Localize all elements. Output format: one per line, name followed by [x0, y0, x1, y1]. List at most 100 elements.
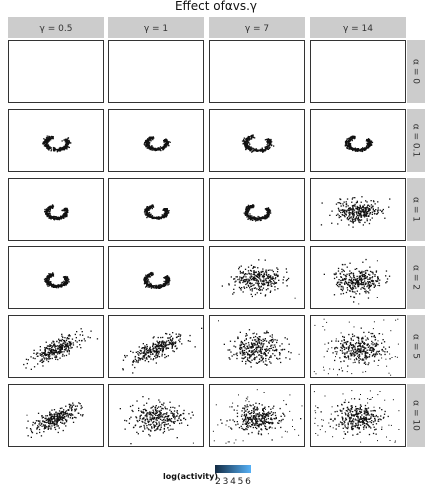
data-point — [255, 277, 257, 280]
data-point — [252, 204, 254, 206]
data-point — [160, 284, 162, 286]
data-point — [349, 143, 351, 145]
outlier-point — [366, 344, 368, 346]
data-point — [138, 352, 141, 354]
data-point — [340, 276, 342, 278]
data-point — [385, 270, 388, 272]
data-point — [150, 140, 152, 142]
data-point — [67, 211, 69, 213]
data-point — [70, 142, 72, 144]
data-point — [245, 348, 247, 350]
data-point — [368, 356, 370, 358]
data-point — [72, 344, 75, 346]
data-point — [351, 290, 354, 293]
data-point — [265, 147, 267, 149]
data-point — [163, 140, 165, 142]
data-point — [364, 290, 366, 293]
data-point — [46, 278, 48, 280]
data-point — [350, 287, 352, 290]
data-point — [348, 147, 351, 149]
data-point — [247, 284, 249, 286]
data-point — [352, 221, 354, 223]
data-point — [364, 280, 366, 282]
data-point — [244, 347, 246, 349]
data-point — [151, 149, 153, 151]
data-point — [340, 293, 342, 295]
data-point — [149, 146, 152, 148]
data-point — [254, 351, 256, 353]
data-point — [43, 278, 46, 280]
data-point — [149, 347, 151, 349]
data-point — [145, 146, 147, 148]
data-point — [241, 350, 243, 352]
data-point — [265, 216, 268, 218]
data-point — [53, 215, 55, 218]
data-point — [244, 143, 246, 145]
data-point — [270, 362, 272, 364]
data-point — [54, 356, 56, 358]
data-point — [268, 216, 270, 218]
data-point — [262, 358, 264, 360]
data-point — [165, 282, 167, 284]
data-point — [45, 419, 47, 421]
data-point — [156, 351, 158, 354]
data-point — [372, 273, 374, 275]
data-point — [273, 273, 275, 275]
data-point — [343, 338, 345, 341]
data-point — [239, 351, 241, 353]
data-point — [175, 348, 178, 350]
data-point — [364, 288, 366, 290]
data-point — [341, 345, 344, 347]
data-point — [358, 210, 360, 212]
data-point — [142, 358, 144, 360]
data-point — [345, 213, 347, 215]
data-point — [361, 286, 363, 289]
data-point — [64, 143, 67, 146]
data-point — [146, 210, 148, 212]
data-point — [152, 347, 154, 349]
data-point — [50, 215, 52, 217]
data-point — [69, 344, 71, 346]
data-point — [245, 351, 248, 353]
data-point — [63, 280, 65, 282]
data-point — [68, 278, 70, 281]
data-point — [361, 337, 364, 339]
data-point — [61, 140, 63, 142]
data-point — [161, 342, 163, 344]
data-point — [53, 350, 56, 352]
data-point — [367, 297, 370, 299]
data-point — [378, 350, 380, 352]
data-point — [152, 147, 154, 149]
data-point — [266, 148, 269, 150]
data-point — [57, 345, 59, 347]
data-point — [337, 340, 340, 342]
data-point — [143, 352, 146, 354]
data-point — [346, 145, 348, 147]
data-point — [163, 139, 166, 141]
data-point — [267, 275, 269, 277]
data-point — [157, 343, 160, 345]
data-point — [254, 358, 256, 361]
data-point — [258, 354, 261, 356]
data-point — [138, 359, 140, 361]
data-point — [236, 276, 238, 278]
data-point — [362, 224, 364, 226]
data-point — [255, 271, 257, 273]
data-point — [237, 336, 239, 338]
data-point — [350, 280, 352, 282]
data-point — [47, 214, 49, 217]
data-point — [377, 276, 379, 278]
data-point — [265, 278, 267, 280]
data-point — [249, 360, 251, 363]
data-point — [151, 147, 153, 149]
data-point — [269, 210, 272, 212]
data-point — [258, 217, 261, 219]
panel-frame — [108, 178, 204, 241]
data-point — [259, 349, 262, 351]
data-point — [374, 203, 376, 205]
data-point — [59, 149, 61, 152]
data-point — [267, 283, 269, 285]
data-point — [147, 213, 149, 216]
data-point — [162, 209, 164, 211]
data-point — [257, 283, 259, 285]
